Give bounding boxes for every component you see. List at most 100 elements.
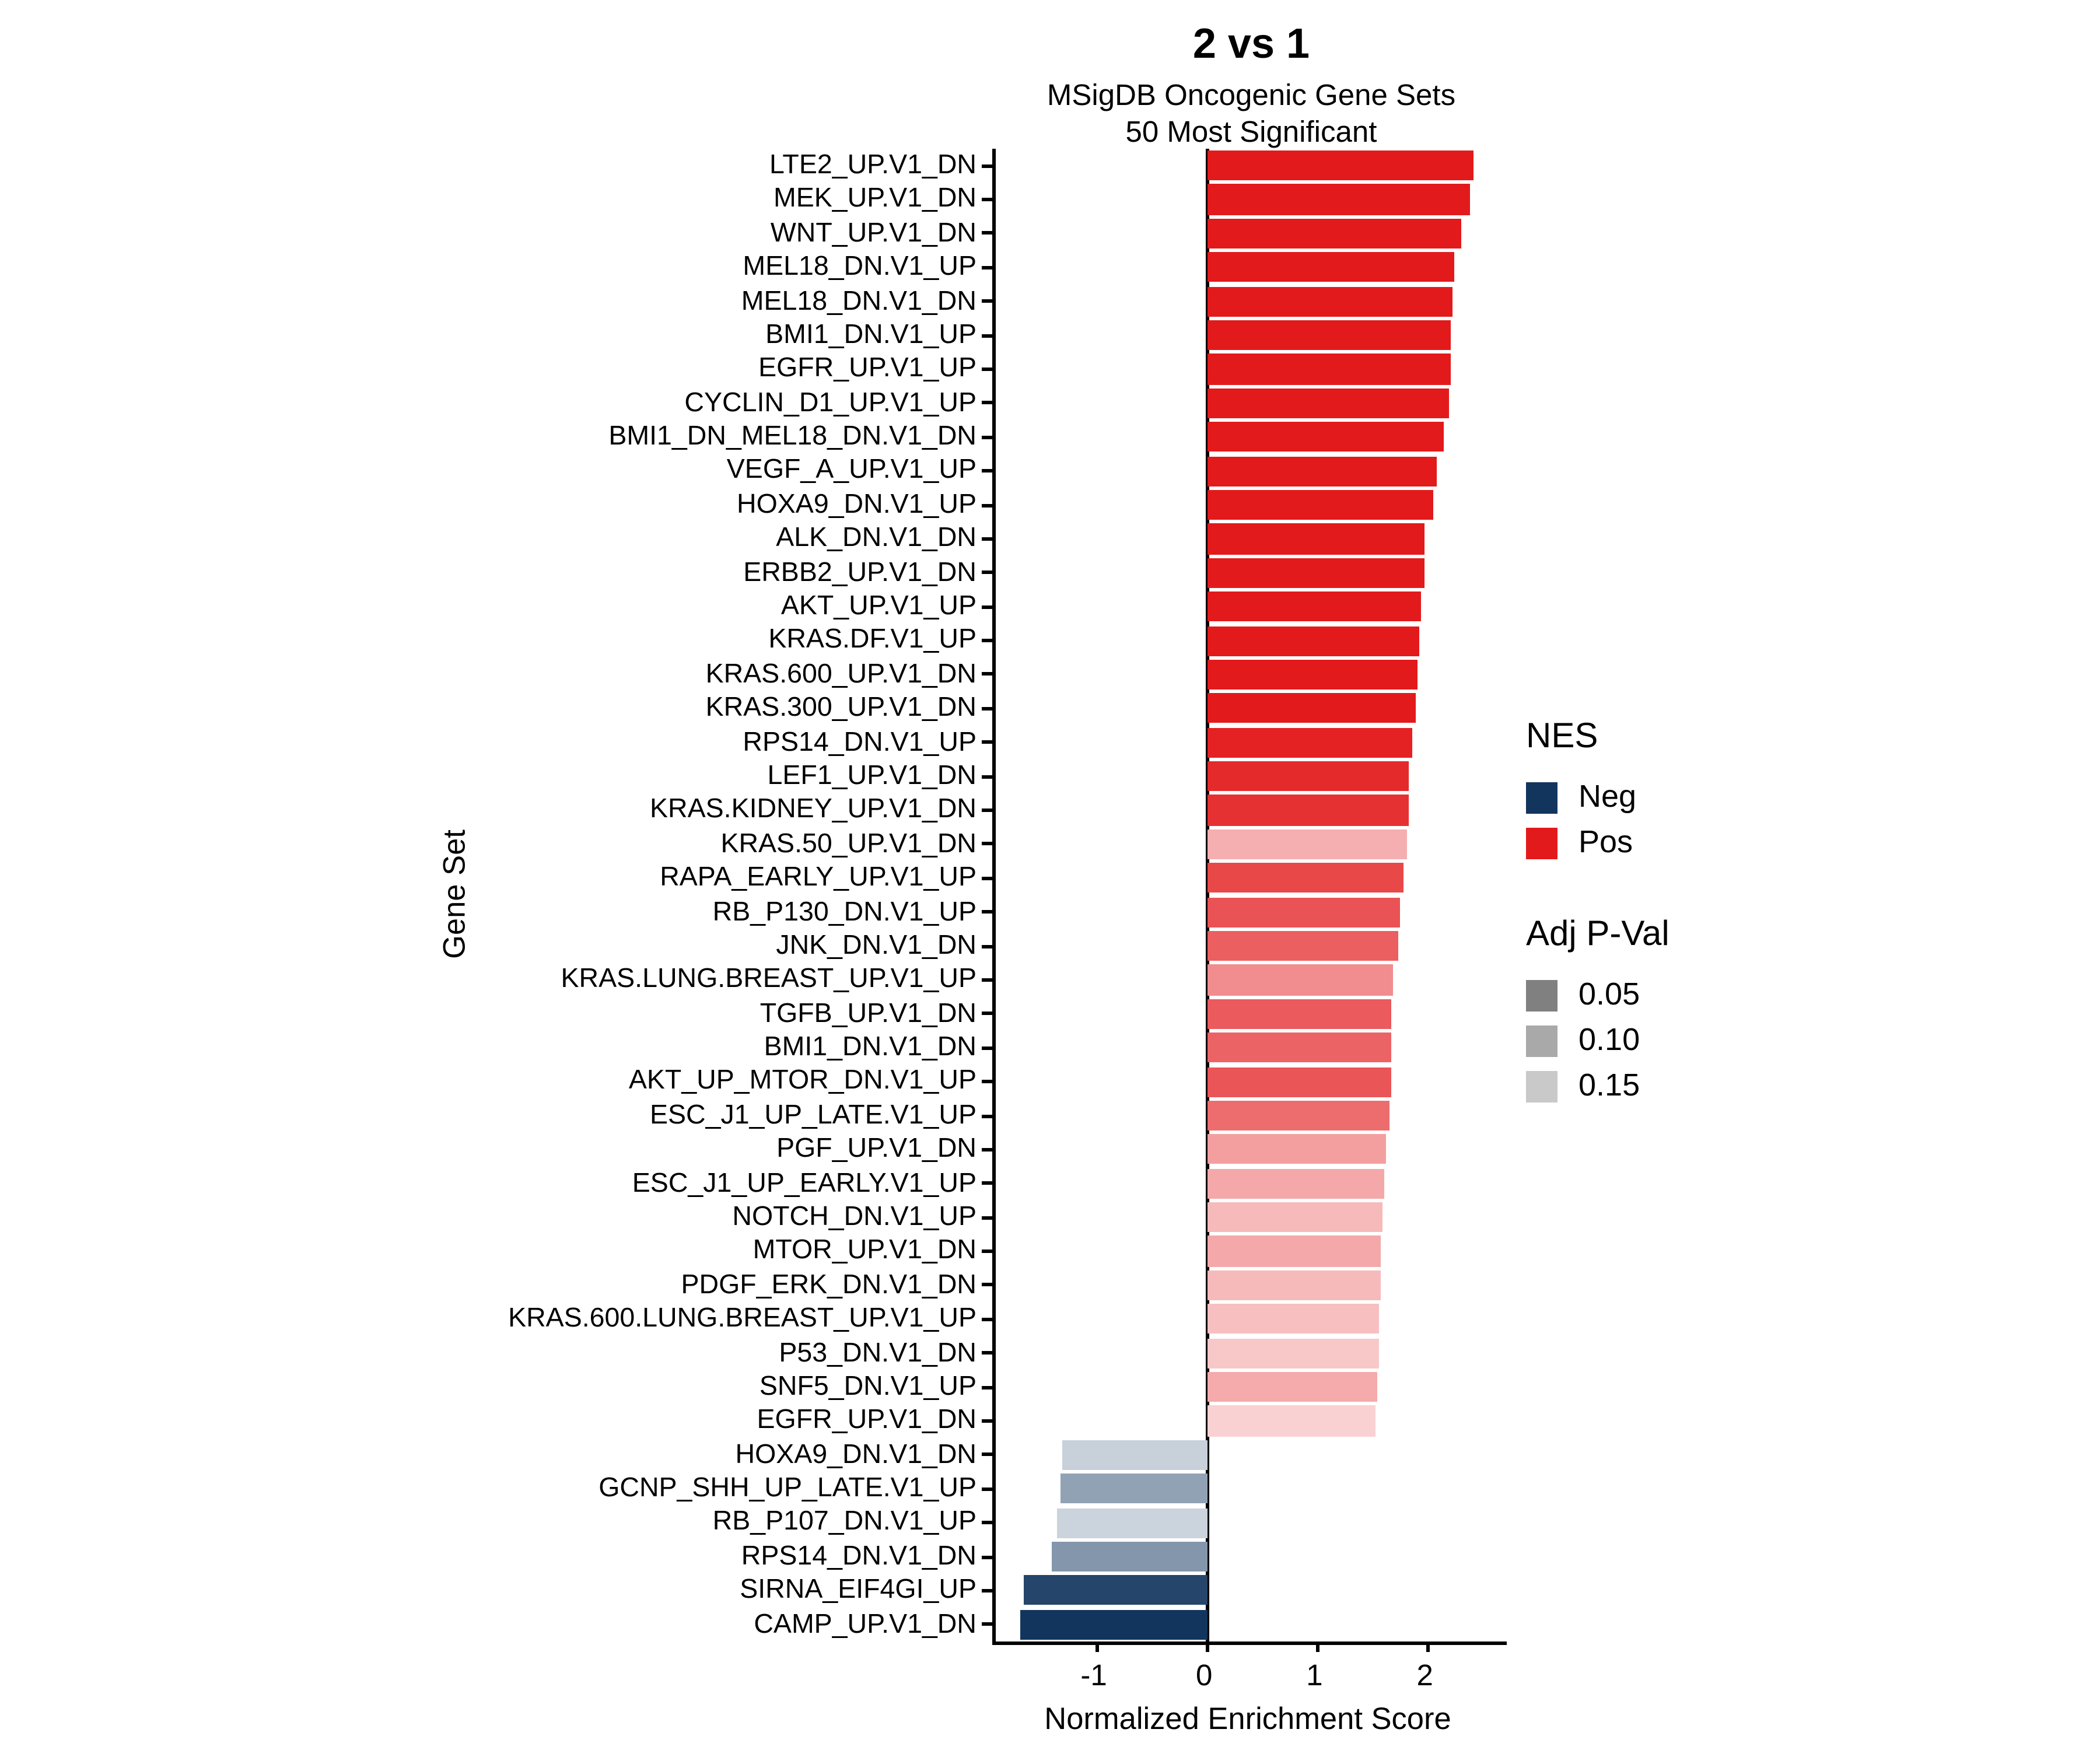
- gene-set-label: RB_P130_DN.V1_UP: [712, 897, 977, 927]
- x-axis-tick: [1206, 1642, 1210, 1652]
- nes-bar: [1208, 1032, 1392, 1063]
- gene-set-label: P53_DN.V1_DN: [779, 1338, 977, 1368]
- gene-set-label: PDGF_ERK_DN.V1_DN: [681, 1270, 977, 1300]
- gene-set-label: LEF1_UP.V1_DN: [767, 761, 977, 791]
- nes-bar: [1063, 1440, 1208, 1470]
- x-axis-tick: [1316, 1642, 1320, 1652]
- nes-bar: [1057, 1507, 1208, 1538]
- nes-bar: [1208, 863, 1404, 894]
- nes-bar: [1208, 592, 1421, 622]
- nes-bar: [1208, 965, 1394, 995]
- legend-item-label: Pos: [1578, 824, 1633, 859]
- legend-pval-title: Adj P-Val: [1526, 915, 1670, 954]
- legend-item-label: 0.10: [1578, 1022, 1640, 1057]
- nes-bar: [1208, 524, 1425, 554]
- y-axis-tick: [982, 1419, 992, 1423]
- nes-bar: [1020, 1609, 1208, 1640]
- y-axis-tick: [982, 1487, 992, 1491]
- nes-bar: [1208, 1372, 1378, 1402]
- y-axis-tick: [982, 1080, 992, 1084]
- y-axis-tick: [982, 876, 992, 880]
- gene-set-label: GCNP_SHH_UP_LATE.V1_UP: [598, 1474, 977, 1504]
- nes-bar: [1208, 354, 1451, 384]
- chart-subtitle-line2: 50 Most Significant: [1125, 116, 1377, 149]
- y-axis-tick: [982, 1521, 992, 1525]
- y-axis-tick: [982, 265, 992, 270]
- gene-set-label: MEL18_DN.V1_DN: [741, 286, 977, 316]
- nes-bar: [1208, 1134, 1387, 1165]
- nes-bar: [1208, 150, 1474, 181]
- legend-item-neg: Neg: [1526, 779, 1876, 816]
- gene-set-label: VEGF_A_UP.V1_UP: [726, 456, 977, 486]
- y-axis-tick: [982, 503, 992, 507]
- gene-set-label: KRAS.DF.V1_UP: [768, 625, 977, 656]
- nes-bar: [1208, 659, 1418, 690]
- y-axis-tick: [982, 232, 992, 236]
- legend-nes-title: NES: [1526, 718, 1598, 756]
- gene-set-label: HOXA9_DN.V1_UP: [737, 489, 977, 520]
- gene-set-label: HOXA9_DN.V1_DN: [735, 1440, 977, 1470]
- gene-set-label: BMI1_DN.V1_UP: [765, 320, 977, 350]
- zero-line: [1206, 149, 1210, 1642]
- y-axis-tick: [982, 1555, 992, 1559]
- gene-set-label: NOTCH_DN.V1_UP: [732, 1202, 977, 1232]
- y-axis-tick: [982, 333, 992, 337]
- gene-set-label: RB_P107_DN.V1_UP: [712, 1507, 977, 1538]
- nes-bar: [1208, 897, 1400, 928]
- gene-set-label: KRAS.LUNG.BREAST_UP.V1_UP: [561, 964, 977, 995]
- y-axis-tick: [982, 570, 992, 575]
- legend-item-label: 0.05: [1578, 977, 1640, 1012]
- y-axis-tick: [982, 198, 992, 202]
- gene-set-label: KRAS.600.LUNG.BREAST_UP.V1_UP: [508, 1304, 977, 1334]
- gene-set-label: BMI1_DN_MEL18_DN.V1_DN: [608, 422, 977, 452]
- gene-set-label: AKT_UP.V1_UP: [780, 592, 977, 622]
- y-axis-tick: [982, 978, 992, 982]
- y-axis-tick: [982, 1622, 992, 1626]
- nes-bar: [1208, 320, 1452, 351]
- gene-set-label: RAPA_EARLY_UP.V1_UP: [660, 863, 977, 893]
- y-axis-tick: [982, 1351, 992, 1355]
- nes-bar: [1208, 558, 1424, 588]
- chart-subtitle-line1: MSigDB Oncogenic Gene Sets: [1046, 79, 1456, 112]
- y-axis-tick: [982, 1453, 992, 1457]
- nes-bar: [1208, 1270, 1381, 1301]
- y-axis-tick: [982, 1012, 992, 1016]
- y-axis-tick: [982, 1588, 992, 1592]
- nes-bar: [1208, 489, 1433, 520]
- y-axis-tick: [982, 299, 992, 303]
- x-axis-tick-label: -1: [1080, 1659, 1107, 1692]
- nes-bar: [1208, 252, 1455, 283]
- nes-bar: [1060, 1474, 1208, 1504]
- y-axis-tick: [982, 740, 992, 744]
- nes-bar: [1208, 388, 1450, 418]
- nes-bar: [1208, 422, 1444, 453]
- gene-set-label: KRAS.600_UP.V1_DN: [705, 659, 977, 690]
- y-axis-tick: [982, 944, 992, 948]
- nes-bar: [1208, 1168, 1384, 1199]
- y-axis-tick: [982, 1385, 992, 1389]
- y-axis-tick: [982, 469, 992, 473]
- x-axis-tick-label: 2: [1416, 1659, 1433, 1692]
- y-axis-tick: [982, 537, 992, 541]
- neg-color-swatch: [1526, 781, 1558, 813]
- nes-bar: [1208, 1066, 1391, 1097]
- y-axis-tick: [982, 774, 992, 778]
- gene-set-label: ESC_J1_UP_LATE.V1_UP: [649, 1100, 977, 1130]
- y-axis-tick: [982, 842, 992, 846]
- gene-set-label: KRAS.300_UP.V1_DN: [705, 693, 977, 723]
- nes-bar: [1208, 625, 1419, 656]
- y-axis-tick: [982, 1046, 992, 1050]
- plot-panel: [982, 149, 1507, 1652]
- nes-bar: [1208, 184, 1469, 215]
- nes-bar: [1208, 829, 1408, 859]
- gene-set-label: ALK_DN.V1_DN: [776, 523, 977, 554]
- y-axis-labels: LTE2_UP.V1_DN MEK_UP.V1_DN WNT_UP.V1_DN MEL…: [420, 149, 977, 1642]
- y-axis-tick: [982, 368, 992, 371]
- y-axis-tick: [982, 164, 992, 168]
- y-axis-tick: [982, 706, 992, 710]
- chart-subtitle: MSigDB Oncogenic Gene Sets 50 Most Signi…: [735, 77, 1768, 150]
- legend-item-p015: 0.15: [1526, 1068, 1876, 1104]
- pval-015-swatch: [1526, 1070, 1558, 1102]
- pval-010-swatch: [1526, 1024, 1558, 1056]
